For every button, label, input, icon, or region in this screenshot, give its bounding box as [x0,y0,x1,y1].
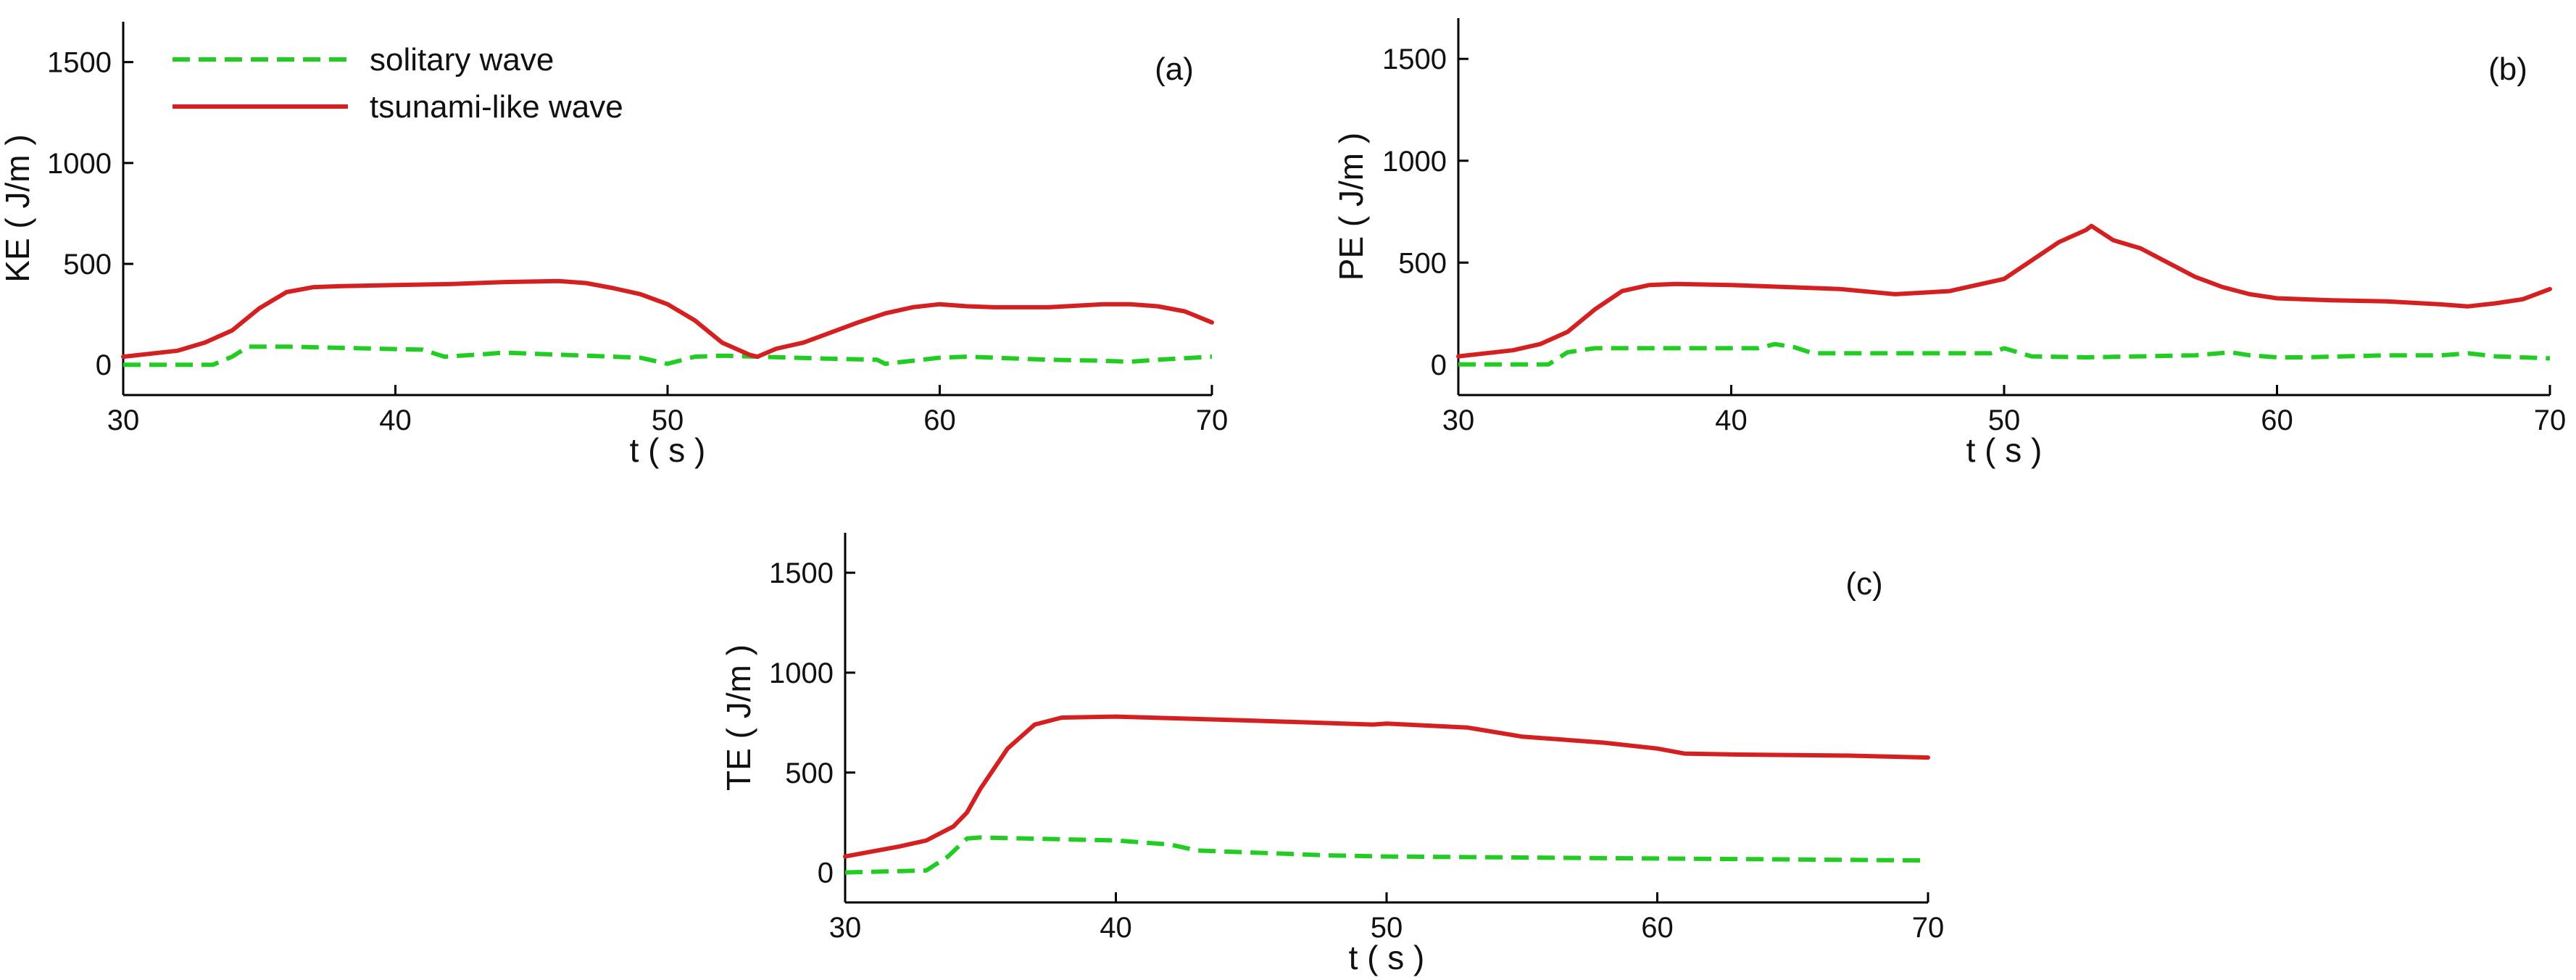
y-tick-label: 1500 [769,557,834,589]
y-tick-label: 1500 [1382,43,1447,75]
panel-label: (b) [2488,51,2527,87]
series-line-solitary [123,344,1213,368]
x-tick-label: 70 [2534,404,2567,436]
x-tick-label: 30 [1442,404,1475,436]
panel-label: (c) [1845,566,1882,602]
panel-a-ke-chart: 30 40 50 60 70 0 500 1000 1500 t ( s ) KE ( J/m ) (… [0,22,1228,469]
y-tick-label: 1000 [769,657,834,689]
x-tick-label: 70 [1912,912,1945,944]
y-tick-label: 500 [63,249,112,281]
series-line-solitary [844,835,1929,875]
legend-label-solitary: solitary wave [370,42,554,78]
series-line-tsunami [121,278,1214,360]
x-tick-label: 60 [2261,404,2293,436]
x-axis-label: t ( s ) [1349,939,1425,976]
x-tick-label: 30 [107,404,140,436]
x-tick-label: 60 [1641,912,1674,944]
series-line-tsunami [1456,223,2552,359]
x-axis-label: t ( s ) [630,431,706,469]
y-tick-label: 1500 [47,47,112,79]
y-tick-label: 0 [96,349,112,381]
x-tick-label: 70 [1196,404,1229,436]
x-tick-label: 50 [1371,912,1403,944]
x-tick-label: 40 [379,404,412,436]
y-tick-label: 0 [818,858,834,889]
y-axis-label: TE ( J/m ) [720,644,757,791]
legend-label-tsunami: tsunami-like wave [370,89,623,125]
y-axis-label: KE ( J/m ) [0,134,36,282]
panel-c-te-chart: 30 40 50 60 70 0 500 1000 1500 t ( s ) TE ( J/m ) (… [720,533,1944,976]
y-tick-label: 1000 [47,148,112,180]
y-tick-label: 500 [785,757,834,789]
y-tick-label: 1000 [1382,146,1447,178]
panel-b-pe-chart: 30 40 50 60 70 0 500 1000 1500 t ( s ) PE ( J/m ) (… [1332,18,2566,469]
x-tick-label: 60 [923,404,956,436]
y-tick-label: 500 [1398,247,1447,279]
series-line-solitary [1458,341,2551,367]
x-tick-label: 50 [652,404,684,436]
series-line-tsunami [843,714,1930,859]
x-tick-label: 30 [829,912,862,944]
x-tick-label: 40 [1715,404,1748,436]
y-tick-label: 0 [1431,349,1447,381]
x-tick-label: 50 [1988,404,2021,436]
panel-label: (a) [1155,51,1194,87]
x-tick-label: 40 [1100,912,1132,944]
x-axis-label: t ( s ) [1966,431,2043,469]
y-axis-label: PE ( J/m ) [1332,133,1370,281]
legend: solitary wave tsunami-like wave [173,42,623,125]
